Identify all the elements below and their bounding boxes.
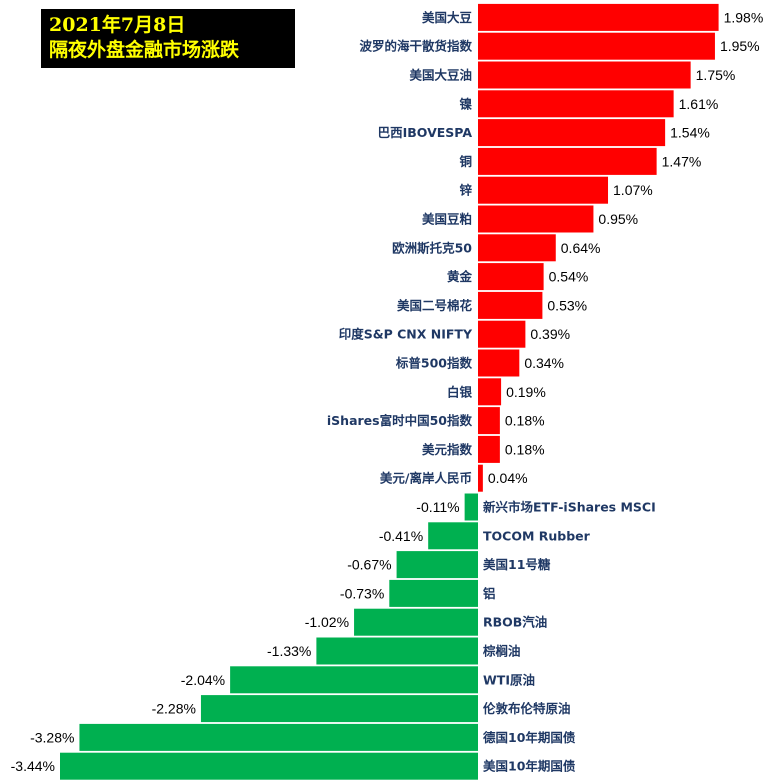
value-label-4: 1.54%: [670, 125, 710, 141]
category-label-20: 铝: [483, 586, 496, 601]
bar-22: [316, 637, 478, 665]
category-label-8: 欧洲斯托克50: [392, 240, 472, 255]
value-label-15: 0.18%: [505, 441, 545, 457]
bar-0: [478, 3, 719, 31]
bar-7: [478, 205, 594, 233]
category-label-10: 美国二号棉花: [397, 298, 473, 313]
value-label-12: 0.34%: [524, 355, 564, 371]
category-label-2: 美国大豆油: [409, 68, 472, 83]
bar-14: [478, 407, 500, 435]
value-label-18: -0.41%: [379, 528, 423, 544]
value-label-23: -2.04%: [181, 672, 225, 688]
value-label-8: 0.64%: [561, 240, 601, 256]
value-label-7: 0.95%: [598, 211, 638, 227]
bar-18: [428, 522, 478, 550]
category-label-15: 美元指数: [422, 442, 473, 457]
category-label-25: 德国10年期国债: [483, 730, 576, 745]
value-label-10: 0.53%: [547, 297, 587, 313]
value-label-22: -1.33%: [267, 643, 311, 659]
category-label-3: 镍: [459, 96, 472, 111]
category-label-1: 波罗的海干散货指数: [359, 39, 472, 54]
value-label-1: 1.95%: [720, 38, 760, 54]
bar-13: [478, 378, 502, 406]
category-label-12: 标普500指数: [395, 356, 473, 371]
bars-group: [60, 3, 719, 780]
category-label-4: 巴西IBOVESPA: [378, 125, 473, 140]
category-label-19: 美国11号糖: [483, 557, 551, 572]
value-label-9: 0.54%: [549, 269, 589, 285]
value-label-16: 0.04%: [488, 470, 528, 486]
category-label-23: WTI原油: [483, 672, 535, 687]
category-label-18: TOCOM Rubber: [483, 528, 591, 543]
value-label-3: 1.61%: [679, 96, 719, 112]
category-label-24: 伦敦布伦特原油: [483, 701, 571, 716]
category-label-11: 印度S&P CNX NIFTY: [339, 327, 473, 342]
bar-8: [478, 234, 556, 262]
category-label-26: 美国10年期国债: [483, 759, 576, 774]
value-label-14: 0.18%: [505, 413, 545, 429]
value-label-25: -3.28%: [30, 729, 74, 745]
value-label-19: -0.67%: [347, 557, 391, 573]
category-label-5: 铜: [459, 154, 472, 169]
category-label-9: 黄金: [447, 269, 473, 284]
category-label-13: 白银: [447, 384, 473, 399]
chart-title-text: 隔夜外盘金融市场涨跌: [49, 39, 240, 61]
bar-5: [478, 147, 657, 175]
bar-15: [478, 435, 500, 463]
bar-2: [478, 61, 691, 89]
category-label-21: RBOB汽油: [483, 615, 547, 630]
value-label-24: -2.28%: [152, 701, 196, 717]
bar-1: [478, 32, 715, 60]
value-labels-group: 1.98% 1.95% 1.75% 1.61% 1.54% 1.47% 1.07% 0.95%…: [11, 9, 764, 774]
value-label-6: 1.07%: [613, 182, 653, 198]
value-label-11: 0.39%: [530, 326, 570, 342]
bar-23: [230, 666, 478, 694]
value-label-2: 1.75%: [696, 67, 736, 83]
bar-20: [389, 579, 478, 607]
value-label-5: 1.47%: [662, 153, 702, 169]
bar-17: [464, 493, 478, 521]
value-label-13: 0.19%: [506, 384, 546, 400]
category-label-0: 美国大豆: [422, 10, 473, 25]
category-label-16: 美元/离岸人民币: [380, 471, 472, 486]
value-label-20: -0.73%: [340, 585, 384, 601]
bar-11: [478, 320, 526, 348]
bar-3: [478, 90, 674, 118]
bar-4: [478, 119, 666, 147]
bar-26: [60, 752, 478, 780]
bar-19: [396, 551, 478, 579]
category-label-17: 新兴市场ETF-iShares MSCI: [483, 500, 656, 515]
bar-21: [354, 608, 478, 636]
category-label-6: 锌: [459, 183, 472, 198]
bar-25: [79, 723, 478, 751]
value-label-26: -3.44%: [11, 758, 55, 774]
bar-16: [478, 464, 483, 492]
bar-24: [200, 695, 478, 723]
bar-9: [478, 263, 544, 291]
bar-6: [478, 176, 609, 204]
category-label-22: 棕榈油: [482, 644, 521, 659]
chart-title-date: 2021年7月8日: [49, 14, 186, 36]
bar-12: [478, 349, 520, 377]
bar-10: [478, 291, 543, 319]
value-label-17: -0.11%: [416, 499, 459, 515]
value-label-21: -1.02%: [305, 614, 349, 630]
category-label-7: 美国豆粕: [422, 212, 472, 227]
chart-title-box: 2021年7月8日 隔夜外盘金融市场涨跌: [41, 9, 295, 68]
value-label-0: 1.98%: [724, 9, 764, 25]
category-label-14: iShares富时中国50指数: [327, 413, 473, 428]
